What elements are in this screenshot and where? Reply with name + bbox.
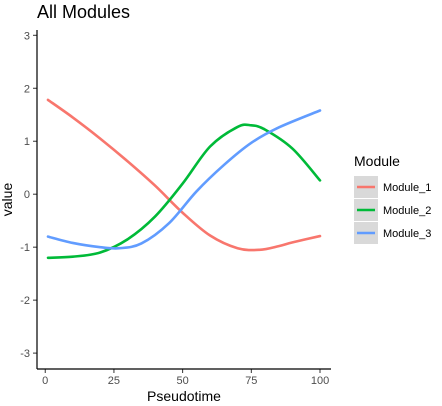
y-tick-label: 1 bbox=[24, 136, 30, 148]
series-line-module-1 bbox=[46, 98, 322, 252]
x-tick-label: 25 bbox=[108, 375, 120, 387]
series-line-module-2 bbox=[46, 123, 322, 260]
y-tick-label: 2 bbox=[24, 83, 30, 95]
legend: Module Module_1 Module_2 Module_3 bbox=[354, 153, 431, 244]
legend-label: Module_3 bbox=[383, 228, 431, 240]
x-tick-label: 100 bbox=[311, 375, 329, 387]
y-tick-label: 3 bbox=[24, 30, 30, 42]
x-tick-label: 75 bbox=[245, 375, 257, 387]
y-tick-label: -3 bbox=[20, 348, 30, 360]
legend-items: Module_1 Module_2 Module_3 bbox=[354, 176, 431, 244]
y-axis-title: value bbox=[0, 183, 15, 217]
y-tick-label: -1 bbox=[20, 242, 30, 254]
series-line-module-3 bbox=[46, 109, 322, 250]
series-lines bbox=[46, 98, 322, 260]
y-axis-ticks: -3 -2 -1 0 1 2 3 bbox=[20, 30, 37, 360]
x-axis-title: Pseudotime bbox=[147, 388, 221, 404]
legend-title: Module bbox=[354, 153, 400, 169]
legend-label: Module_1 bbox=[383, 182, 431, 194]
chart-title: All Modules bbox=[37, 2, 130, 22]
x-tick-label: 50 bbox=[177, 375, 189, 387]
y-tick-label: 0 bbox=[24, 189, 30, 201]
y-tick-label: -2 bbox=[20, 295, 30, 307]
legend-label: Module_2 bbox=[383, 205, 431, 217]
x-tick-label: 0 bbox=[42, 375, 48, 387]
x-axis-ticks: 0 25 50 75 100 bbox=[42, 369, 329, 387]
